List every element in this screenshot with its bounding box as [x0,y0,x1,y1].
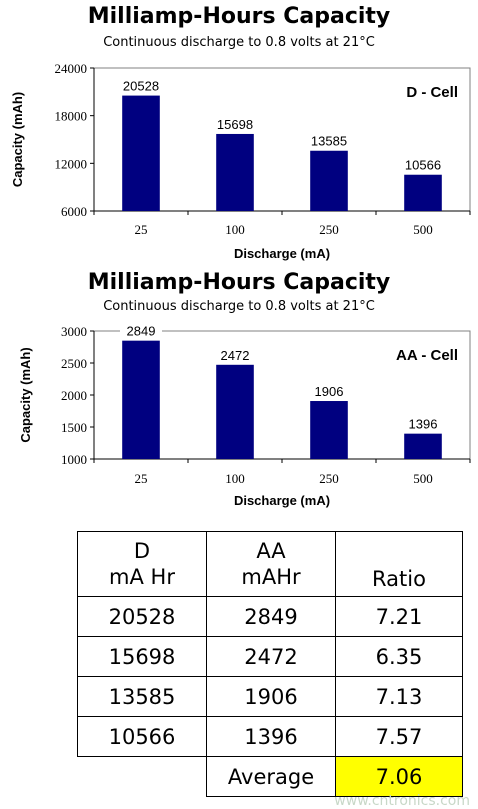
chart-subtitle: Continuous discharge to 0.8 volts at 21°… [103,299,375,314]
y-tick-label: 6000 [61,204,87,219]
data-label: 2472 [221,348,250,363]
table-row: 15698 2472 6.35 [77,636,463,677]
empty-cell [78,757,207,797]
y-tick-label: 1000 [61,452,87,467]
cell-d: 20528 [77,596,207,637]
data-label: 1396 [409,417,438,432]
chart-title: Milliamp-Hours Capacity [87,4,391,29]
bar [310,401,348,459]
y-axis-label: Capacity (mAh) [18,347,33,442]
watermark: www.cntronics.com [334,793,470,809]
y-axis-label: Capacity (mAh) [10,92,25,187]
table-average-row: Average 7.06 [78,756,463,797]
d-cell-chart: Milliamp-Hours Capacity Continuous disch… [0,0,478,265]
x-tick-label: 25 [135,471,148,486]
chart-title: Milliamp-Hours Capacity [87,270,391,295]
cell-d: 13585 [77,676,207,717]
table-row: 20528 2849 7.21 [77,596,463,637]
bar [216,133,254,211]
table-header-ratio: Ratio [335,531,463,597]
x-tick-label: 500 [413,222,433,237]
chart-subtitle: Continuous discharge to 0.8 volts at 21°… [103,35,375,50]
y-tick-label: 18000 [55,109,88,124]
average-label: Average [206,756,336,797]
cell-ratio: 7.13 [335,676,463,717]
cell-type-label: D - Cell [406,84,458,101]
table-row: 10566 1396 7.57 [77,716,463,757]
data-label: 13585 [311,134,347,149]
bar [310,150,348,211]
cell-d: 10566 [77,716,207,757]
bar [122,95,160,211]
bar [216,364,254,459]
aa-cell-chart-plot: 1000 1500 2000 2500 3000 25 2849 100 2472 250 1906… [18,323,471,508]
cell-ratio: 7.21 [335,596,463,637]
x-axis-label: Discharge (mA) [234,493,330,508]
aa-cell-chart: Milliamp-Hours Capacity Continuous disch… [18,270,471,508]
x-tick-label: 25 [135,222,148,237]
cell-ratio: 6.35 [335,636,463,677]
data-label: 2849 [127,324,156,339]
data-label: 1906 [315,384,344,399]
header-text: AA mAHr [241,539,301,589]
x-axis-label: Discharge (mA) [234,246,330,261]
bar [404,174,442,211]
data-label: 15698 [217,117,253,132]
cell-d: 15698 [77,636,207,677]
cell-aa: 2849 [206,596,336,637]
bar [122,340,160,459]
y-tick-label: 12000 [55,156,88,171]
y-tick-label: 3000 [61,324,87,339]
cell-aa: 1906 [206,676,336,717]
x-tick-label: 250 [319,222,339,237]
d-cell-chart-plot: 6000 12000 18000 24000 25 20528 100 15698 250 135… [10,61,471,261]
header-text: Ratio [372,567,426,591]
cell-aa: 2472 [206,636,336,677]
cell-aa: 1396 [206,716,336,757]
data-label: 10566 [405,158,441,173]
y-tick-label: 2000 [61,388,87,403]
y-tick-label: 1500 [61,420,87,435]
cell-type-label: AA - Cell [396,347,458,364]
cell-ratio: 7.57 [335,716,463,757]
table-header-aa: AA mAHr [206,531,336,597]
y-tick-label: 24000 [55,61,88,76]
data-label: 20528 [123,79,159,94]
x-tick-label: 500 [413,471,433,486]
data-label-bg [120,323,162,339]
x-tick-label: 100 [225,222,245,237]
bar [404,433,442,459]
x-tick-label: 100 [225,471,245,486]
table-row: 13585 1906 7.13 [77,676,463,717]
average-value: 7.06 [335,756,463,797]
y-tick-label: 2500 [61,356,87,371]
x-tick-label: 250 [319,471,339,486]
